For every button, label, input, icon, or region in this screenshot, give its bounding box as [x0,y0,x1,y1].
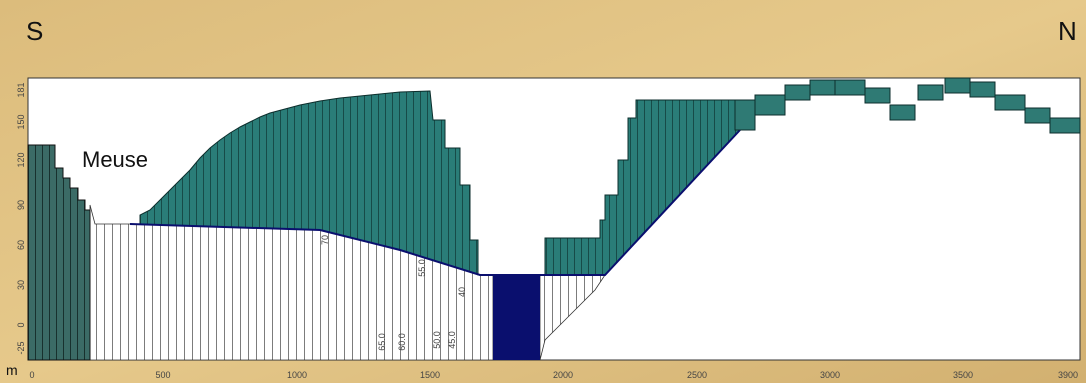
y-tick-label: 120 [16,152,26,167]
inner-label: 40 [457,287,467,297]
y-tick-label: 0 [16,322,26,327]
boundary-line [540,129,741,276]
x-tick-label: 0 [29,370,34,380]
x-tick-label: 3000 [820,370,840,380]
x-tick-label: 2000 [553,370,573,380]
y-unit: m [6,362,18,378]
left-block [27,144,91,361]
inner-label: 70 [320,235,330,245]
river-channel [493,275,540,360]
river-label: Meuse [82,147,148,172]
y-tick-label: 60 [16,240,26,250]
hatched-layer [539,274,606,361]
y-tick-label: 150 [16,114,26,129]
teal-mass [129,90,481,276]
x-tick-label: 3900 [1058,370,1078,380]
x-tick-label: 3500 [953,370,973,380]
x-tick-label: 1000 [287,370,307,380]
x-tick-label: 500 [155,370,170,380]
inner-label: 55.0 [417,259,427,277]
inner-label: 50.0 [432,331,442,349]
y-tick-label: -25 [16,341,26,354]
y-tick-label: 30 [16,280,26,290]
label-box [78,140,178,176]
inner-label: 45.0 [447,331,457,349]
inner-label: 60.0 [397,333,407,351]
upland-blocks [734,77,1081,134]
y-tick-label: 90 [16,200,26,210]
north-label: N [1058,16,1077,46]
y-tick-label: 181 [16,82,26,97]
south-label: S [26,16,43,46]
inner-label: 65.0 [377,333,387,351]
x-tick-label: 2500 [687,370,707,380]
x-tick-label: 1500 [420,370,440,380]
